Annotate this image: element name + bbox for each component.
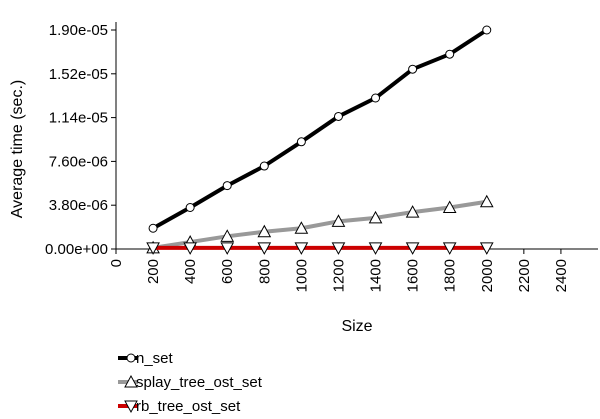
x-tick-label: 400: [182, 259, 199, 284]
x-tick-label: 200: [145, 259, 162, 284]
series-rb_tree_ost_set: [146, 242, 494, 255]
legend-item-n_set: n_set: [118, 350, 174, 367]
data-point-rb_tree_ost_set: [146, 242, 160, 255]
data-point-splay_tree_ost_set: [257, 224, 272, 238]
data-point-n_set: [185, 203, 195, 213]
data-point-splay_tree_ost_set: [331, 214, 346, 227]
data-point-splay_tree_ost_set: [405, 205, 420, 218]
data-point-splay_tree_ost_set: [220, 229, 235, 242]
x-tick-label: 1400: [368, 259, 385, 292]
x-tick-label: 1800: [442, 259, 459, 292]
data-point-n_set: [371, 93, 381, 103]
data-point-n_set: [222, 181, 232, 191]
legend-label: splay_tree_ost_set: [136, 374, 263, 391]
data-point-splay_tree_ost_set: [368, 210, 383, 224]
series-line-splay_tree_ost_set: [152, 199, 488, 250]
series-line-n_set: [152, 28, 488, 230]
data-point-n_set: [296, 137, 306, 147]
data-point-rb_tree_ost_set: [479, 242, 494, 255]
y-tick-label: 0.00e+00: [45, 241, 108, 258]
data-point-rb_tree_ost_set: [405, 242, 420, 255]
y-axis: 0.00e+00 3.80e-06 7.60e-06 1.14e-05 1.52e-05…: [45, 22, 117, 258]
y-tick-label: 3.80e-06: [49, 197, 108, 214]
x-tick-label: 1000: [293, 259, 310, 292]
legend-item-rb_tree_ost_set: rb_tree_ost_set: [118, 398, 241, 415]
data-point-n_set: [148, 223, 158, 233]
y-tick-label: 1.90e-05: [49, 22, 108, 39]
legend-marker: [124, 374, 138, 388]
legend-marker: [124, 400, 138, 414]
x-axis: 0 200 400 600 800 1000 1200 1400 1600 1800 2000 220…: [108, 248, 598, 292]
legend: n_set splay_tree_ost_set rb_tree_ost_set: [118, 350, 263, 415]
data-point-splay_tree_ost_set: [442, 200, 457, 214]
data-point-splay_tree_ost_set: [479, 194, 494, 208]
data-point-splay_tree_ost_set: [294, 221, 309, 234]
x-tick-label: 1600: [405, 259, 422, 292]
data-point-rb_tree_ost_set: [257, 242, 272, 255]
legend-label: n_set: [136, 350, 174, 367]
y-tick-label: 1.14e-05: [49, 110, 108, 127]
data-point-rb_tree_ost_set: [368, 242, 383, 255]
x-tick-label: 2400: [553, 259, 570, 292]
data-point-rb_tree_ost_set: [294, 242, 309, 255]
data-point-n_set: [482, 25, 492, 35]
x-tick-label: 600: [219, 259, 236, 284]
x-tick-label: 2200: [516, 259, 533, 292]
x-tick-label: 800: [256, 259, 273, 284]
legend-marker: [126, 353, 136, 363]
data-point-n_set: [408, 64, 418, 74]
y-axis-label: Average time (sec.): [9, 80, 26, 218]
data-point-rb_tree_ost_set: [442, 242, 457, 255]
data-point-n_set: [333, 111, 343, 121]
y-tick-label: 7.60e-06: [49, 153, 108, 170]
data-point-n_set: [445, 49, 455, 59]
series-layer: [146, 25, 494, 255]
x-tick-label: 0: [108, 259, 125, 267]
data-point-rb_tree_ost_set: [220, 242, 235, 255]
data-point-rb_tree_ost_set: [331, 242, 346, 255]
legend-item-splay_tree_ost_set: splay_tree_ost_set: [118, 374, 263, 391]
series-n_set: [148, 25, 492, 233]
legend-label: rb_tree_ost_set: [136, 398, 241, 415]
y-tick-label: 1.52e-05: [49, 66, 108, 83]
x-tick-label: 2000: [479, 259, 496, 292]
data-point-rb_tree_ost_set: [183, 242, 197, 255]
x-axis-label: Size: [341, 318, 372, 335]
x-tick-label: 1200: [330, 259, 347, 292]
data-point-n_set: [259, 161, 269, 171]
